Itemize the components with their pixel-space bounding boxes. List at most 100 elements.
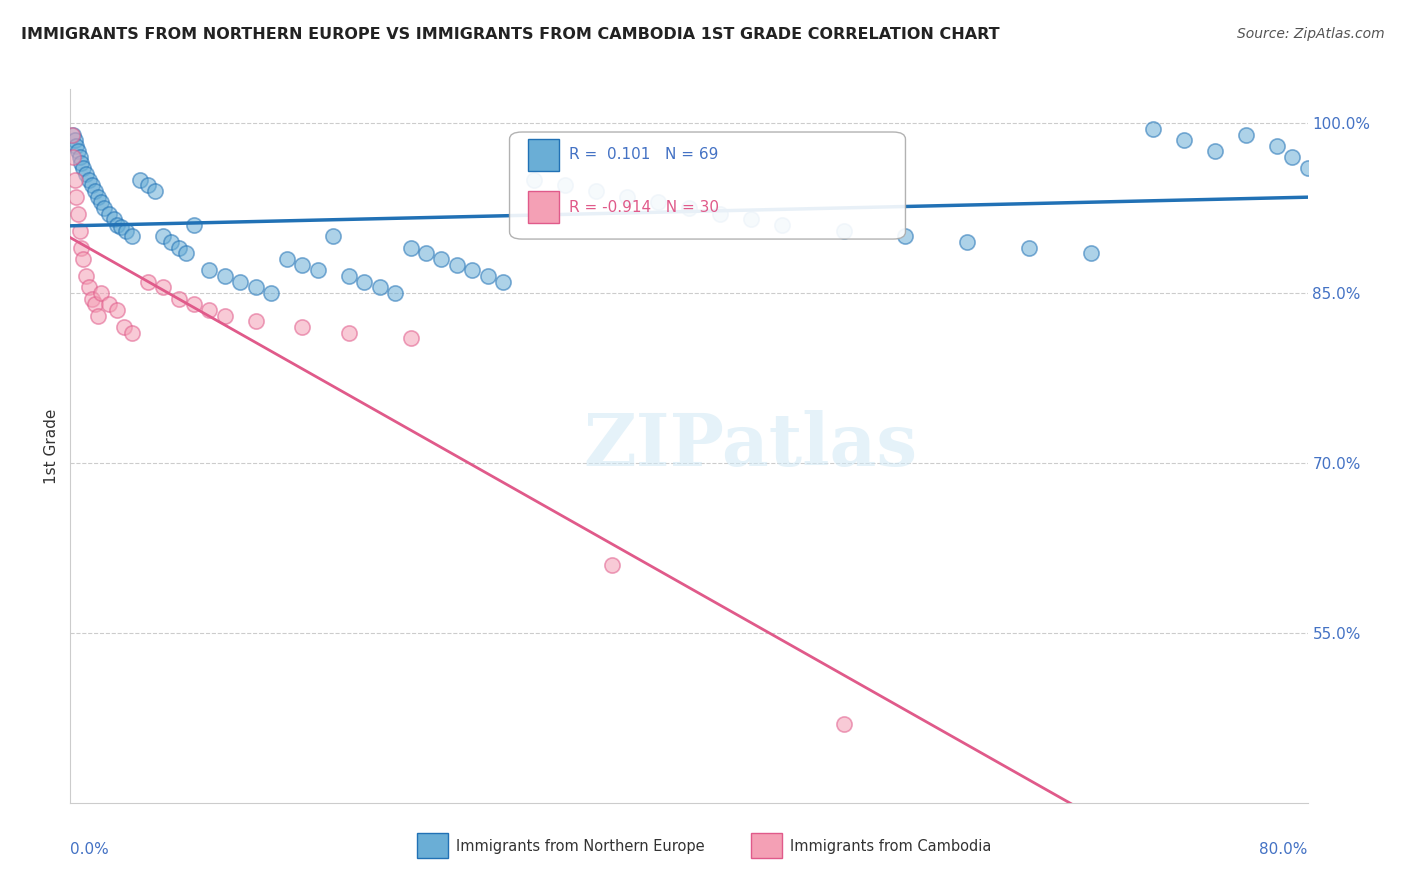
Immigrants from Cambodia bbox=[75, 269, 97, 284]
Immigrants from Northern Europe bbox=[307, 263, 329, 277]
Y-axis label: 1st Grade: 1st Grade bbox=[44, 409, 59, 483]
Immigrants from Northern Europe bbox=[87, 190, 110, 204]
Immigrants from Northern Europe bbox=[678, 201, 700, 215]
Immigrants from Northern Europe bbox=[121, 229, 143, 244]
Immigrants from Northern Europe bbox=[1234, 128, 1257, 142]
Immigrants from Northern Europe bbox=[1296, 161, 1319, 176]
Bar bbox=[529, 139, 560, 171]
Immigrants from Northern Europe bbox=[585, 184, 607, 198]
Immigrants from Northern Europe bbox=[136, 178, 159, 193]
Immigrants from Northern Europe bbox=[67, 145, 90, 159]
Immigrants from Northern Europe bbox=[740, 212, 762, 227]
Immigrants from Northern Europe bbox=[477, 269, 499, 284]
Immigrants from Northern Europe bbox=[115, 224, 138, 238]
Immigrants from Northern Europe bbox=[446, 258, 468, 272]
Immigrants from Cambodia bbox=[183, 297, 205, 311]
Immigrants from Cambodia bbox=[105, 303, 128, 318]
Immigrants from Northern Europe bbox=[198, 263, 221, 277]
Immigrants from Cambodia bbox=[62, 150, 84, 164]
Text: 0.0%: 0.0% bbox=[70, 842, 110, 857]
Immigrants from Northern Europe bbox=[260, 286, 283, 301]
Immigrants from Cambodia bbox=[399, 331, 422, 345]
Immigrants from Cambodia bbox=[84, 297, 107, 311]
Immigrants from Cambodia bbox=[98, 297, 120, 311]
Immigrants from Cambodia bbox=[90, 286, 112, 301]
Immigrants from Cambodia bbox=[291, 320, 314, 334]
Immigrants from Northern Europe bbox=[160, 235, 183, 249]
Immigrants from Northern Europe bbox=[1265, 138, 1288, 153]
Immigrants from Northern Europe bbox=[214, 269, 236, 284]
Immigrants from Northern Europe bbox=[276, 252, 298, 266]
Immigrants from Northern Europe bbox=[353, 275, 375, 289]
Immigrants from Northern Europe bbox=[956, 235, 979, 249]
Immigrants from Northern Europe bbox=[523, 173, 546, 187]
Immigrants from Cambodia bbox=[60, 128, 83, 142]
Immigrants from Northern Europe bbox=[105, 218, 128, 232]
Immigrants from Cambodia bbox=[121, 326, 143, 340]
Immigrants from Northern Europe bbox=[98, 207, 120, 221]
Immigrants from Cambodia bbox=[77, 280, 100, 294]
Immigrants from Northern Europe bbox=[63, 133, 86, 147]
Immigrants from Northern Europe bbox=[1173, 133, 1195, 147]
Immigrants from Northern Europe bbox=[384, 286, 406, 301]
Immigrants from Cambodia bbox=[65, 190, 87, 204]
Immigrants from Cambodia bbox=[63, 173, 86, 187]
Immigrants from Northern Europe bbox=[183, 218, 205, 232]
Immigrants from Northern Europe bbox=[174, 246, 197, 260]
Immigrants from Northern Europe bbox=[69, 150, 91, 164]
Immigrants from Northern Europe bbox=[62, 128, 84, 142]
Immigrants from Cambodia bbox=[80, 292, 103, 306]
Immigrants from Northern Europe bbox=[647, 195, 669, 210]
Immigrants from Northern Europe bbox=[322, 229, 344, 244]
Immigrants from Cambodia bbox=[136, 275, 159, 289]
Text: Source: ZipAtlas.com: Source: ZipAtlas.com bbox=[1237, 27, 1385, 41]
Immigrants from Cambodia bbox=[245, 314, 267, 328]
Immigrants from Northern Europe bbox=[72, 161, 94, 176]
Text: IMMIGRANTS FROM NORTHERN EUROPE VS IMMIGRANTS FROM CAMBODIA 1ST GRADE CORRELATIO: IMMIGRANTS FROM NORTHERN EUROPE VS IMMIG… bbox=[21, 27, 1000, 42]
Immigrants from Cambodia bbox=[600, 558, 623, 572]
Immigrants from Northern Europe bbox=[93, 201, 115, 215]
Immigrants from Northern Europe bbox=[415, 246, 437, 260]
FancyBboxPatch shape bbox=[509, 132, 905, 239]
Immigrants from Northern Europe bbox=[554, 178, 576, 193]
Immigrants from Northern Europe bbox=[90, 195, 112, 210]
Immigrants from Cambodia bbox=[70, 241, 93, 255]
Immigrants from Northern Europe bbox=[368, 280, 391, 294]
Text: R = -0.914   N = 30: R = -0.914 N = 30 bbox=[569, 200, 718, 215]
Immigrants from Northern Europe bbox=[461, 263, 484, 277]
Immigrants from Northern Europe bbox=[1204, 145, 1226, 159]
Text: R =  0.101   N = 69: R = 0.101 N = 69 bbox=[569, 147, 718, 162]
Text: ZIPatlas: ZIPatlas bbox=[583, 410, 918, 482]
Bar bbox=[416, 833, 447, 858]
Immigrants from Cambodia bbox=[167, 292, 190, 306]
Immigrants from Northern Europe bbox=[75, 167, 97, 181]
Immigrants from Northern Europe bbox=[337, 269, 360, 284]
Immigrants from Northern Europe bbox=[65, 138, 87, 153]
Immigrants from Northern Europe bbox=[110, 220, 132, 235]
Immigrants from Northern Europe bbox=[894, 229, 917, 244]
Immigrants from Northern Europe bbox=[291, 258, 314, 272]
Immigrants from Northern Europe bbox=[1281, 150, 1303, 164]
Immigrants from Cambodia bbox=[337, 326, 360, 340]
Immigrants from Northern Europe bbox=[1018, 241, 1040, 255]
Immigrants from Northern Europe bbox=[1080, 246, 1102, 260]
Bar bbox=[751, 833, 782, 858]
Immigrants from Northern Europe bbox=[70, 156, 93, 170]
Immigrants from Cambodia bbox=[87, 309, 110, 323]
Bar bbox=[529, 191, 560, 223]
Immigrants from Cambodia bbox=[198, 303, 221, 318]
Immigrants from Northern Europe bbox=[492, 275, 515, 289]
Immigrants from Cambodia bbox=[214, 309, 236, 323]
Immigrants from Cambodia bbox=[72, 252, 94, 266]
Immigrants from Northern Europe bbox=[80, 178, 103, 193]
Immigrants from Northern Europe bbox=[770, 218, 793, 232]
Text: Immigrants from Cambodia: Immigrants from Cambodia bbox=[790, 838, 991, 854]
Immigrants from Cambodia bbox=[832, 716, 855, 731]
Immigrants from Northern Europe bbox=[84, 184, 107, 198]
Immigrants from Northern Europe bbox=[1142, 121, 1164, 136]
Immigrants from Northern Europe bbox=[77, 173, 100, 187]
Text: 80.0%: 80.0% bbox=[1260, 842, 1308, 857]
Immigrants from Northern Europe bbox=[832, 224, 855, 238]
Immigrants from Northern Europe bbox=[709, 207, 731, 221]
Immigrants from Northern Europe bbox=[616, 190, 638, 204]
